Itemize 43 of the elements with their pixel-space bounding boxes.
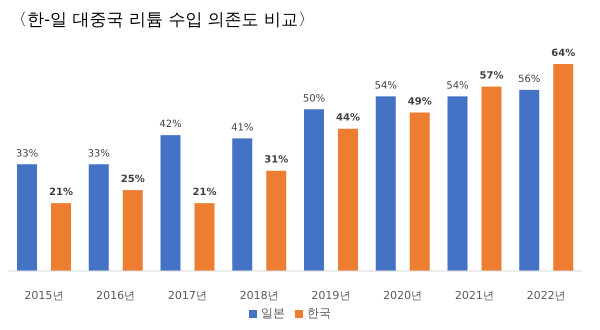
data-label: 56% bbox=[518, 74, 540, 85]
bar bbox=[482, 86, 502, 271]
bar bbox=[553, 64, 574, 271]
bar bbox=[448, 96, 468, 271]
bar bbox=[376, 96, 396, 271]
data-label: 21% bbox=[192, 187, 216, 198]
bar bbox=[17, 164, 37, 271]
bar bbox=[266, 170, 286, 271]
data-label: 31% bbox=[264, 154, 288, 166]
data-label: 54% bbox=[446, 80, 469, 92]
x-tick-label: 2022년 bbox=[526, 288, 566, 302]
data-label: 41% bbox=[231, 122, 254, 134]
bar bbox=[232, 138, 252, 271]
x-tick-label: 2016년 bbox=[96, 288, 136, 302]
data-label: 33% bbox=[16, 148, 38, 160]
x-tick-label: 2017년 bbox=[168, 288, 207, 302]
x-tick-label: 2021년 bbox=[454, 288, 494, 302]
data-label: 33% bbox=[88, 148, 110, 160]
data-label: 64% bbox=[551, 48, 576, 59]
data-label: 50% bbox=[302, 93, 326, 104]
x-tick-label: 2018년 bbox=[240, 288, 279, 302]
data-label: 54% bbox=[374, 80, 397, 92]
chart-title: 〈한-일 대중국 리튬 수입 의존도 비교〉 bbox=[9, 9, 316, 32]
bar bbox=[88, 164, 109, 271]
bar bbox=[194, 203, 214, 271]
x-tick-label: 2019년 bbox=[311, 288, 350, 302]
bar bbox=[160, 135, 180, 271]
bar bbox=[122, 190, 143, 271]
bar bbox=[410, 112, 430, 271]
bar bbox=[338, 128, 358, 271]
bar bbox=[519, 90, 540, 271]
legend-label: 일본 bbox=[261, 306, 285, 320]
data-label: 21% bbox=[49, 187, 73, 198]
data-label: 49% bbox=[408, 96, 432, 108]
bar bbox=[51, 203, 71, 271]
data-label: 57% bbox=[480, 70, 504, 82]
data-label: 42% bbox=[159, 119, 182, 130]
data-label: 44% bbox=[336, 112, 360, 124]
bar bbox=[304, 109, 324, 271]
legend-label: 한국 bbox=[307, 306, 331, 320]
x-tick-label: 2020년 bbox=[383, 288, 422, 302]
data-label: 25% bbox=[120, 174, 145, 186]
x-tick-label: 2015년 bbox=[24, 288, 64, 302]
